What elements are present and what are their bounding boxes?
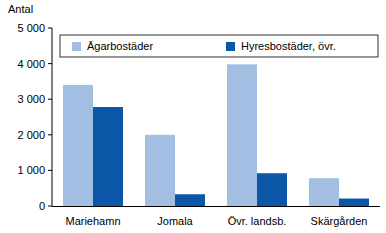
y-tick-label: 5 000 (17, 22, 45, 34)
y-tick (48, 99, 52, 100)
bar (257, 173, 287, 206)
y-tick-label: 3 000 (17, 93, 45, 105)
x-tick-label: Jomala (157, 215, 193, 227)
bars (63, 64, 369, 206)
y-tick (48, 28, 52, 29)
x-tick-label: Övr. landsb. (228, 215, 287, 227)
legend-label: Ägarbostäder (87, 40, 153, 52)
bar (93, 107, 123, 206)
chart-container: Antal 0 1 000 2 000 3 000 4 000 5 000 Mariehamn… (0, 0, 386, 233)
y-tick (48, 134, 52, 135)
bar (227, 64, 257, 206)
x-tick-label: Skärgården (311, 215, 368, 227)
bar (145, 135, 175, 206)
chart-svg: Antal 0 1 000 2 000 3 000 4 000 5 000 Mariehamn… (0, 0, 386, 233)
y-tick-label: 4 000 (17, 58, 45, 70)
legend-swatch (226, 42, 235, 51)
legend-label: Hyresbostäder, övr. (241, 40, 336, 52)
y-tick-label: 2 000 (17, 129, 45, 141)
x-axis-line (52, 206, 380, 207)
bar (63, 85, 93, 206)
y-tick-label: 1 000 (17, 164, 45, 176)
x-tick-label: Mariehamn (65, 215, 120, 227)
y-tick-label: 0 (39, 200, 45, 212)
legend-box (60, 35, 378, 57)
y-tick (48, 170, 52, 171)
bar (339, 199, 369, 206)
bar (309, 178, 339, 206)
legend: Ägarbostäder Hyresbostäder, övr. (60, 35, 378, 57)
bar (175, 194, 205, 206)
y-tick (48, 63, 52, 64)
legend-swatch (72, 42, 81, 51)
y-tick (48, 206, 52, 207)
y-axis-line (52, 28, 53, 206)
y-axis-label: Antal (8, 3, 33, 15)
